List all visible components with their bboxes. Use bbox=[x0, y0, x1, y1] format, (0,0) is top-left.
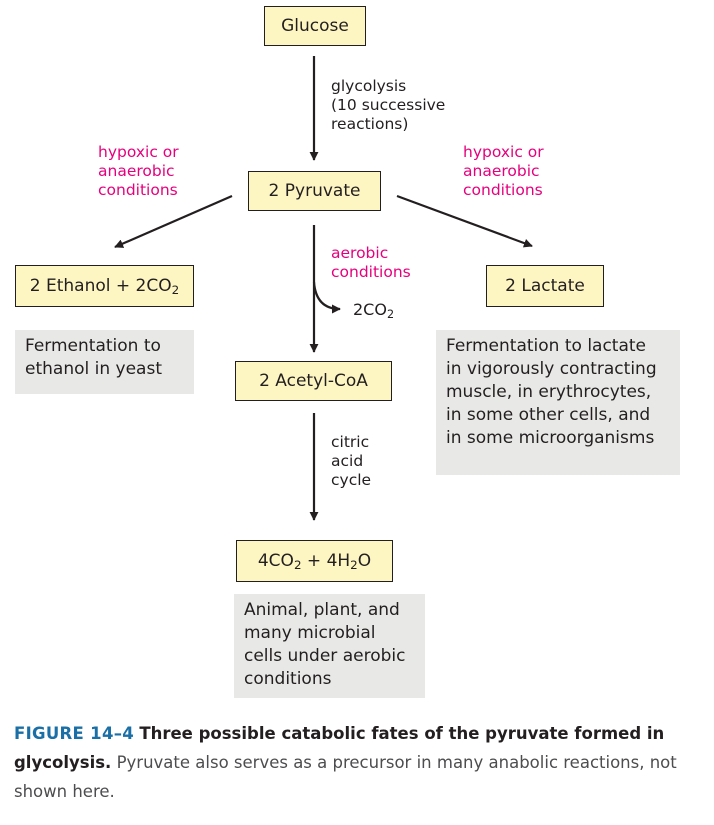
node-pyruvate-label: 2 Pyruvate bbox=[268, 181, 361, 201]
note-ethanol-fermentation: Fermentation to ethanol in yeast bbox=[15, 330, 194, 394]
label-glycolysis: glycolysis (10 successive reactions) bbox=[331, 77, 446, 133]
node-glucose-label: Glucose bbox=[281, 16, 349, 36]
node-final-products: 4CO2 + 4H2O bbox=[236, 540, 393, 582]
figure-caption: FIGURE 14–4 Three possible catabolic fat… bbox=[14, 719, 688, 806]
node-pyruvate: 2 Pyruvate bbox=[248, 171, 381, 211]
note-lactate-fermentation: Fermentation to lactate in vigorously co… bbox=[436, 330, 680, 475]
node-ethanol-label: 2 Ethanol + 2CO2 bbox=[29, 276, 180, 297]
label-co2-release: 2CO2 bbox=[353, 300, 395, 321]
node-glucose: Glucose bbox=[264, 6, 366, 46]
label-aerobic: aerobic conditions bbox=[331, 244, 411, 281]
node-lactate: 2 Lactate bbox=[486, 265, 604, 307]
note-aerobic-cells: Animal, plant, and many microbial cells … bbox=[234, 594, 425, 698]
label-hypoxic-right: hypoxic or anaerobic conditions bbox=[463, 143, 544, 199]
figure-title: Three possible catabolic fates of the py… bbox=[14, 724, 665, 772]
arrow-pyruvate-to-lactate bbox=[396, 194, 533, 248]
figure-text: Pyruvate also serves as a precursor in m… bbox=[14, 753, 677, 801]
label-citric-acid-cycle: citric acid cycle bbox=[331, 433, 372, 489]
node-acetyl-coa: 2 Acetyl-CoA bbox=[235, 361, 392, 401]
node-acetyl-coa-label: 2 Acetyl-CoA bbox=[259, 371, 368, 391]
arrow-pyruvate-to-ethanol bbox=[114, 194, 233, 249]
label-hypoxic-left: hypoxic or anaerobic conditions bbox=[98, 143, 179, 199]
arrow-co2-branch bbox=[312, 281, 341, 314]
node-ethanol: 2 Ethanol + 2CO2 bbox=[15, 265, 194, 307]
node-final-products-label: 4CO2 + 4H2O bbox=[257, 551, 372, 572]
figure-label: FIGURE 14–4 bbox=[14, 724, 135, 743]
node-lactate-label: 2 Lactate bbox=[505, 276, 585, 296]
